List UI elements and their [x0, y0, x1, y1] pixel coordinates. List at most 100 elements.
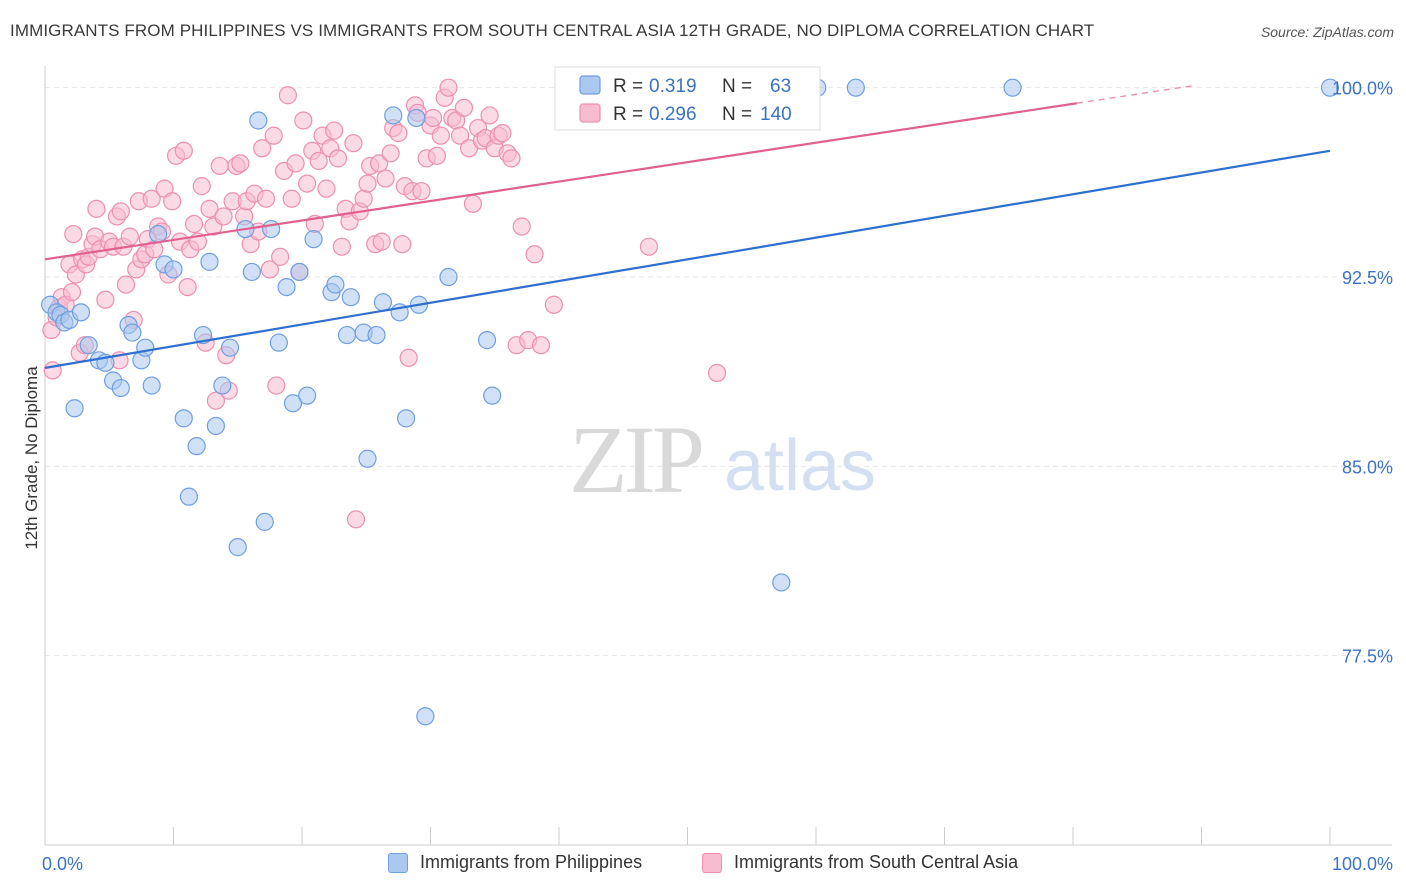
watermark: ZIP atlas: [569, 406, 876, 513]
sca-point-70: [282, 189, 301, 208]
philippines-point-34: [269, 333, 288, 352]
sca-point-49: [206, 391, 226, 410]
legend-swatch-philippines: [388, 852, 408, 873]
sca-point-109: [427, 146, 447, 165]
philippines-point-25: [206, 416, 226, 436]
philippines-point-47: [373, 293, 393, 312]
philippines-point-11: [111, 378, 130, 398]
philippines-point-16: [142, 376, 161, 395]
philippines-point-32: [255, 512, 274, 531]
sca-point-67: [271, 247, 290, 266]
legend-item-philippines: Immigrants from Philippines: [388, 852, 642, 873]
philippines-point-23: [193, 325, 213, 345]
sca-point-47: [200, 199, 219, 218]
sca-point-74: [298, 174, 317, 193]
philippines-point-43: [341, 288, 360, 307]
stats-legend: R = 0.319 N = 63 R = 0.296 N = 140: [554, 66, 821, 131]
philippines-point-53: [439, 267, 458, 287]
philippines-point-61: [1320, 78, 1340, 97]
sca-point-138: [64, 224, 83, 244]
legend-label-south-central-asia: Immigrants from South Central Asia: [734, 852, 1019, 872]
sca-point-105: [412, 182, 431, 201]
philippines-point-17: [148, 224, 168, 244]
sca-point-69: [278, 86, 297, 105]
sca-point-108: [423, 108, 443, 128]
watermark-zip: ZIP: [569, 406, 702, 513]
y-tick-label-3: 77.5%: [1342, 647, 1393, 667]
philippines-point-38: [298, 386, 317, 405]
sca-point-82: [328, 149, 348, 168]
stats-r-value-philippines: 0.319: [649, 76, 697, 97]
philippines-point-60: [1003, 78, 1022, 97]
y-axis-label: 12th Grade, No Diploma: [22, 366, 41, 550]
axes: [44, 66, 1392, 846]
sca-point-134: [639, 237, 659, 256]
philippines-point-31: [249, 111, 268, 130]
sca-point-129: [512, 217, 531, 236]
philippines-point-55: [483, 386, 502, 405]
philippines-point-46: [367, 325, 386, 345]
philippines-point-37: [290, 262, 309, 282]
philippines-point-15: [136, 338, 155, 357]
sca-point-23: [116, 275, 136, 294]
philippines-point-24: [200, 252, 219, 271]
philippines-point-51: [407, 108, 426, 128]
philippines-point-39: [304, 230, 323, 249]
legend-swatch-south-central-asia: [702, 852, 722, 873]
sca-point-89: [354, 189, 373, 208]
sca-point-101: [399, 348, 418, 367]
philippines-point-21: [179, 487, 199, 506]
sca-point-131: [525, 245, 544, 264]
trend-lines: [44, 84, 1331, 369]
sca-point-115: [450, 126, 470, 145]
legend-item-south-central-asia: Immigrants from South Central Asia: [702, 852, 1018, 873]
philippines-point-20: [174, 409, 193, 428]
trend-line-philippines: [44, 149, 1331, 369]
sca-point-51: [214, 207, 233, 226]
philippines-point-22: [187, 437, 206, 456]
x-tick-label-1: 100.0%: [1332, 854, 1393, 874]
y-tick-label-2: 85.0%: [1342, 457, 1393, 477]
x-tick-label-0: 0.0%: [42, 854, 83, 874]
sca-point-94: [372, 232, 391, 251]
source-credit: Source: ZipAtlas.com: [1260, 24, 1394, 40]
philippines-point-30: [242, 262, 261, 282]
trend-line-south-central-asia: [44, 102, 1078, 261]
philippines-point-26: [213, 376, 232, 395]
sca-point-66: [267, 376, 286, 395]
sca-point-21: [111, 202, 130, 221]
sca-point-112: [439, 78, 458, 97]
philippines-point-48: [384, 106, 403, 125]
sca-point-63: [256, 189, 276, 208]
watermark-atlas: atlas: [724, 426, 876, 506]
sca-point-98: [389, 124, 408, 143]
philippines-point-57: [772, 573, 791, 592]
y-tick-label-0: 100.0%: [1332, 79, 1393, 99]
stats-swatch-sca: [579, 103, 601, 123]
philippines-point-35: [277, 278, 296, 297]
sca-point-15: [87, 199, 106, 218]
philippines-point-28: [228, 538, 247, 557]
trend-line-south-central-asia-projection: [1076, 84, 1196, 104]
sca-point-43: [184, 214, 204, 234]
philippines-point-62: [416, 707, 435, 726]
sca-point-7: [62, 283, 82, 302]
stats-n-value-sca: 140: [760, 104, 792, 125]
philippines-point-41: [326, 275, 345, 294]
sca-point-135: [707, 363, 727, 383]
philippines-point-45: [358, 449, 377, 468]
sca-point-122: [480, 106, 499, 125]
philippines-point-19: [164, 260, 183, 279]
sca-point-118: [463, 194, 483, 213]
bottom-legend: Immigrants from Philippines Immigrants f…: [0, 852, 1406, 878]
stats-r-label-philippines: R =: [613, 76, 643, 97]
philippines-point-13: [123, 323, 142, 342]
chart-title: IMMIGRANTS FROM PHILIPPINES VS IMMIGRANT…: [10, 21, 1095, 40]
sca-point-62: [253, 139, 272, 158]
philippines-point-7: [79, 336, 98, 355]
sca-point-45: [192, 177, 211, 196]
sca-point-99: [393, 235, 412, 254]
philippines-point-36: [283, 394, 303, 413]
sca-point-73: [294, 111, 313, 130]
